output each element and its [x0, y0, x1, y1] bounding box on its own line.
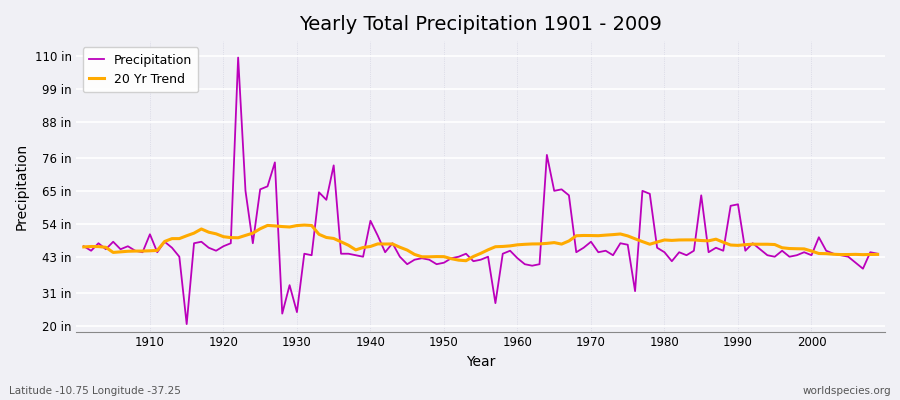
Precipitation	[872, 251, 883, 256]
Precipitation	[357, 254, 368, 259]
Precipitation	[313, 190, 324, 195]
Precipitation	[519, 262, 530, 267]
Precipitation	[78, 244, 89, 249]
20 Yr Trend	[872, 252, 883, 257]
Title: Yearly Total Precipitation 1901 - 2009: Yearly Total Precipitation 1901 - 2009	[300, 15, 662, 34]
Line: 20 Yr Trend: 20 Yr Trend	[84, 225, 878, 261]
20 Yr Trend	[615, 232, 626, 236]
20 Yr Trend	[137, 249, 148, 254]
Precipitation	[526, 263, 537, 268]
Precipitation	[137, 250, 148, 255]
Line: Precipitation: Precipitation	[84, 58, 878, 324]
20 Yr Trend	[299, 223, 310, 228]
Precipitation	[615, 241, 626, 246]
Precipitation	[181, 322, 192, 326]
Precipitation	[233, 55, 244, 60]
Legend: Precipitation, 20 Yr Trend: Precipitation, 20 Yr Trend	[83, 47, 198, 92]
20 Yr Trend	[350, 248, 361, 252]
20 Yr Trend	[461, 258, 472, 263]
Text: worldspecies.org: worldspecies.org	[803, 386, 891, 396]
20 Yr Trend	[519, 242, 530, 247]
Text: Latitude -10.75 Longitude -37.25: Latitude -10.75 Longitude -37.25	[9, 386, 181, 396]
20 Yr Trend	[78, 244, 89, 249]
Y-axis label: Precipitation: Precipitation	[15, 143, 29, 230]
20 Yr Trend	[306, 223, 317, 228]
X-axis label: Year: Year	[466, 355, 495, 369]
20 Yr Trend	[526, 242, 537, 246]
